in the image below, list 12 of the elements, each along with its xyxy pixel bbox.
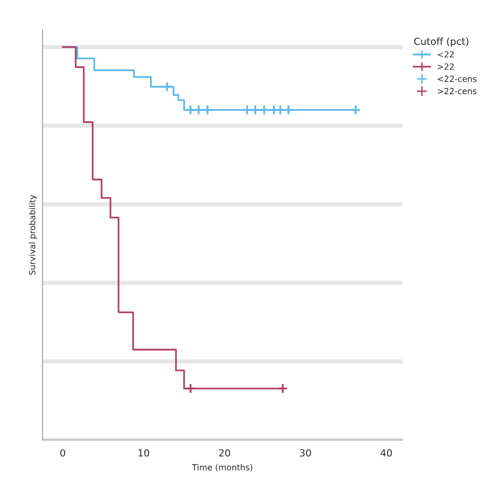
x-tick-label: 20 xyxy=(219,449,230,457)
x-tick-label: 30 xyxy=(300,449,311,457)
legend-label: >22 xyxy=(438,63,454,70)
legend-label: >22-cens xyxy=(438,88,476,94)
x-tick-label: 0 xyxy=(60,449,66,457)
legend-title: Cutoff (pct) xyxy=(414,38,468,47)
x-axis-title: Time (months) xyxy=(192,464,252,472)
x-tick-label: 40 xyxy=(380,449,392,457)
legend-label: <22-cens xyxy=(438,76,476,82)
x-tick-label: 10 xyxy=(138,449,150,457)
y-axis-title: Survival probability xyxy=(28,194,37,275)
legend-label: <22 xyxy=(438,51,454,58)
